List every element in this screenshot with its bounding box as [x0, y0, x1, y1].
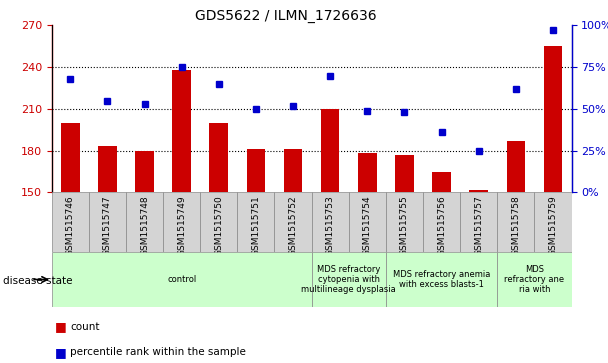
Text: MDS refractory anemia
with excess blasts-1: MDS refractory anemia with excess blasts…	[393, 270, 490, 289]
Bar	[321, 109, 339, 192]
Text: count: count	[70, 322, 100, 332]
Text: MDS
refractory ane
ria with: MDS refractory ane ria with	[504, 265, 564, 294]
Bar	[284, 149, 302, 192]
Bar	[200, 192, 237, 252]
Bar	[469, 189, 488, 192]
Text: GSM1515758: GSM1515758	[511, 195, 520, 256]
Bar	[210, 123, 228, 192]
Bar	[52, 192, 89, 252]
Bar	[247, 149, 265, 192]
Bar	[163, 192, 200, 252]
Bar	[237, 192, 274, 252]
Bar	[311, 252, 386, 307]
Bar	[534, 192, 572, 252]
Text: GSM1515755: GSM1515755	[400, 195, 409, 256]
Text: GSM1515747: GSM1515747	[103, 195, 112, 256]
Text: GSM1515748: GSM1515748	[140, 195, 149, 256]
Bar	[172, 70, 191, 192]
Bar	[274, 192, 311, 252]
Bar	[395, 155, 413, 192]
Text: GSM1515750: GSM1515750	[214, 195, 223, 256]
Text: GSM1515746: GSM1515746	[66, 195, 75, 256]
Text: GSM1515749: GSM1515749	[177, 195, 186, 256]
Bar	[544, 46, 562, 192]
Text: ■: ■	[55, 320, 66, 333]
Bar	[98, 147, 117, 192]
Bar	[52, 252, 311, 307]
Bar	[89, 192, 126, 252]
Text: GSM1515756: GSM1515756	[437, 195, 446, 256]
Bar	[61, 123, 80, 192]
Text: ■: ■	[55, 346, 66, 359]
Text: GSM1515757: GSM1515757	[474, 195, 483, 256]
Text: control: control	[167, 275, 196, 284]
Bar	[311, 192, 349, 252]
Text: disease state: disease state	[3, 276, 72, 286]
Text: GSM1515753: GSM1515753	[326, 195, 334, 256]
Bar	[386, 192, 423, 252]
Bar	[497, 252, 572, 307]
Text: percentile rank within the sample: percentile rank within the sample	[70, 347, 246, 357]
Text: GSM1515752: GSM1515752	[289, 195, 297, 256]
Title: GDS5622 / ILMN_1726636: GDS5622 / ILMN_1726636	[195, 9, 376, 23]
Text: GSM1515754: GSM1515754	[363, 195, 372, 256]
Bar	[497, 192, 534, 252]
Bar	[432, 172, 451, 192]
Bar	[460, 192, 497, 252]
Bar	[386, 252, 497, 307]
Bar	[423, 192, 460, 252]
Text: MDS refractory
cytopenia with
multilineage dysplasia: MDS refractory cytopenia with multilinea…	[302, 265, 396, 294]
Bar	[358, 154, 376, 192]
Text: GSM1515759: GSM1515759	[548, 195, 558, 256]
Bar	[126, 192, 163, 252]
Text: GSM1515751: GSM1515751	[251, 195, 260, 256]
Bar	[349, 192, 386, 252]
Bar	[506, 141, 525, 192]
Bar	[135, 151, 154, 192]
